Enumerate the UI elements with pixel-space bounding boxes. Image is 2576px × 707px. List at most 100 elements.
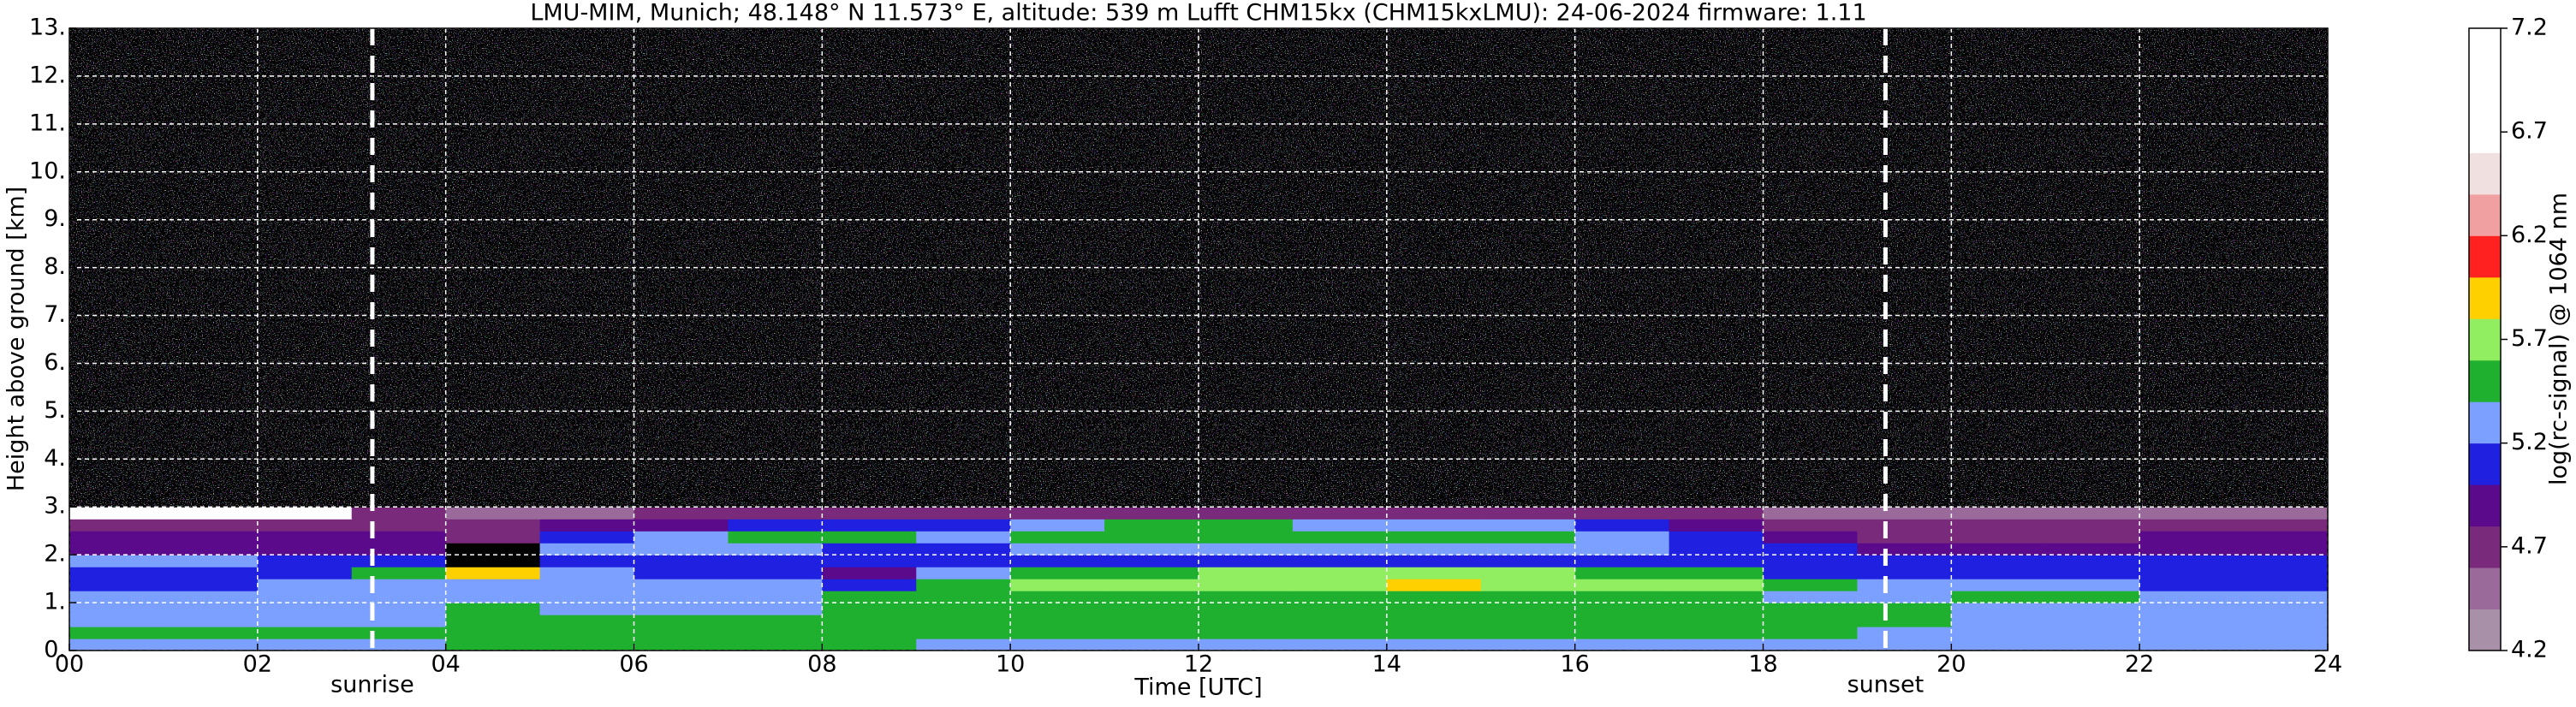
x-tick-label: 10 <box>996 651 1025 678</box>
heatmap-cell <box>1104 459 1199 508</box>
heatmap-cell <box>1010 627 1105 639</box>
heatmap-cell <box>2139 459 2234 508</box>
heatmap-cell <box>1574 627 1670 639</box>
heatmap-cell <box>163 459 259 508</box>
heatmap-cell <box>351 531 447 544</box>
annotation-label: sunrise <box>330 672 414 698</box>
heatmap-cell <box>1763 531 1859 544</box>
heatmap-cell <box>445 519 541 532</box>
heatmap-cell <box>1010 579 1105 591</box>
heatmap-cell <box>1763 567 1859 579</box>
heatmap-cell <box>257 543 353 556</box>
heatmap-cell <box>728 531 823 544</box>
heatmap-cell <box>257 507 353 520</box>
heatmap-cell <box>1951 603 2046 615</box>
heatmap-cell <box>916 28 1011 173</box>
colorbar-swatch <box>2469 359 2501 402</box>
heatmap-cell <box>351 579 447 591</box>
heatmap-cell <box>163 639 259 651</box>
heatmap-cell <box>539 531 635 544</box>
heatmap-cell <box>1574 555 1670 567</box>
heatmap-cell <box>1292 459 1388 508</box>
heatmap-cell <box>1574 507 1670 520</box>
heatmap-cell <box>1857 519 1952 532</box>
heatmap-cell <box>445 639 541 651</box>
colorbar-swatch <box>2469 567 2501 610</box>
y-tick-label: 3. <box>44 493 66 520</box>
x-tick-label: 08 <box>807 651 836 678</box>
heatmap-cell <box>1669 519 1764 532</box>
y-tick-label: 12. <box>29 62 66 88</box>
heatmap-cell <box>1480 519 1576 532</box>
heatmap-cell <box>2234 555 2329 567</box>
heatmap-cell <box>822 603 917 615</box>
heatmap-cell <box>445 555 541 567</box>
heatmap-cell <box>1480 28 1576 173</box>
heatmap-cell <box>916 531 1011 544</box>
x-tick-label: 24 <box>2313 651 2342 678</box>
heatmap-cell <box>2139 543 2234 556</box>
heatmap-cell <box>1104 603 1199 615</box>
x-tick-label: 22 <box>2125 651 2154 678</box>
heatmap-cell <box>1104 615 1199 627</box>
heatmap-cell <box>822 507 917 520</box>
heatmap-cell <box>445 459 541 508</box>
heatmap-cell <box>1763 28 1859 173</box>
heatmap-cell <box>69 579 164 591</box>
heatmap-cell <box>1763 615 1859 627</box>
heatmap-cell <box>2139 507 2234 520</box>
heatmap-cell <box>2234 567 2329 579</box>
annotation-label: sunset <box>1847 672 1925 698</box>
heatmap-cell <box>257 567 353 579</box>
heatmap-cell <box>257 591 353 603</box>
heatmap-cell <box>1951 567 2046 579</box>
heatmap-cell <box>1857 567 1952 579</box>
heatmap-cell <box>1669 603 1764 615</box>
heatmap-cell <box>2139 519 2234 532</box>
heatmap-cell <box>2045 531 2140 544</box>
heatmap-cell <box>69 28 164 173</box>
heatmap-cell <box>1010 603 1105 615</box>
heatmap-cell <box>1574 531 1670 544</box>
heatmap-cell <box>1763 591 1859 603</box>
heatmap-cell <box>1574 567 1670 579</box>
heatmap-cell <box>1292 555 1388 567</box>
heatmap-cell <box>539 579 635 591</box>
heatmap-cell <box>2139 591 2234 603</box>
y-tick-label: 8. <box>44 253 66 280</box>
heatmap-cell <box>2045 579 2140 591</box>
colorbar-swatch <box>2469 401 2501 444</box>
heatmap-cell <box>1763 507 1859 520</box>
heatmap-cell <box>2045 615 2140 627</box>
colorbar-tick-label: 4.2 <box>2511 637 2548 663</box>
heatmap-cell <box>1857 579 1952 591</box>
heatmap-cell <box>69 567 164 579</box>
heatmap-cell <box>69 531 164 544</box>
heatmap-cell <box>1763 627 1859 639</box>
colorbar-tick-label: 7.2 <box>2511 15 2548 41</box>
heatmap-cell <box>69 459 164 508</box>
heatmap-cell <box>1951 555 2046 567</box>
heatmap-cell <box>1104 531 1199 544</box>
heatmap-cell <box>163 519 259 532</box>
heatmap-cell <box>1574 579 1670 591</box>
heatmap-cell <box>69 543 164 556</box>
y-tick-label: 2. <box>44 541 66 567</box>
heatmap-cell <box>351 627 447 639</box>
heatmap-cell <box>634 531 729 544</box>
heatmap-cell <box>1480 579 1576 591</box>
heatmap-cell <box>257 579 353 591</box>
heatmap-cell <box>1292 543 1388 556</box>
heatmap-cell <box>1857 543 1952 556</box>
y-tick-label: 10. <box>29 157 66 184</box>
heatmap-cell <box>163 591 259 603</box>
heatmap-cell <box>1010 531 1105 544</box>
heatmap-cell <box>1199 519 1294 532</box>
heatmap-cell <box>1199 459 1294 508</box>
heatmap-cell <box>257 28 353 173</box>
heatmap-cell <box>916 543 1011 556</box>
heatmap-cell <box>351 615 447 627</box>
heatmap-cell <box>539 28 635 173</box>
heatmap-cell <box>728 579 823 591</box>
x-tick-label: 06 <box>619 651 648 678</box>
